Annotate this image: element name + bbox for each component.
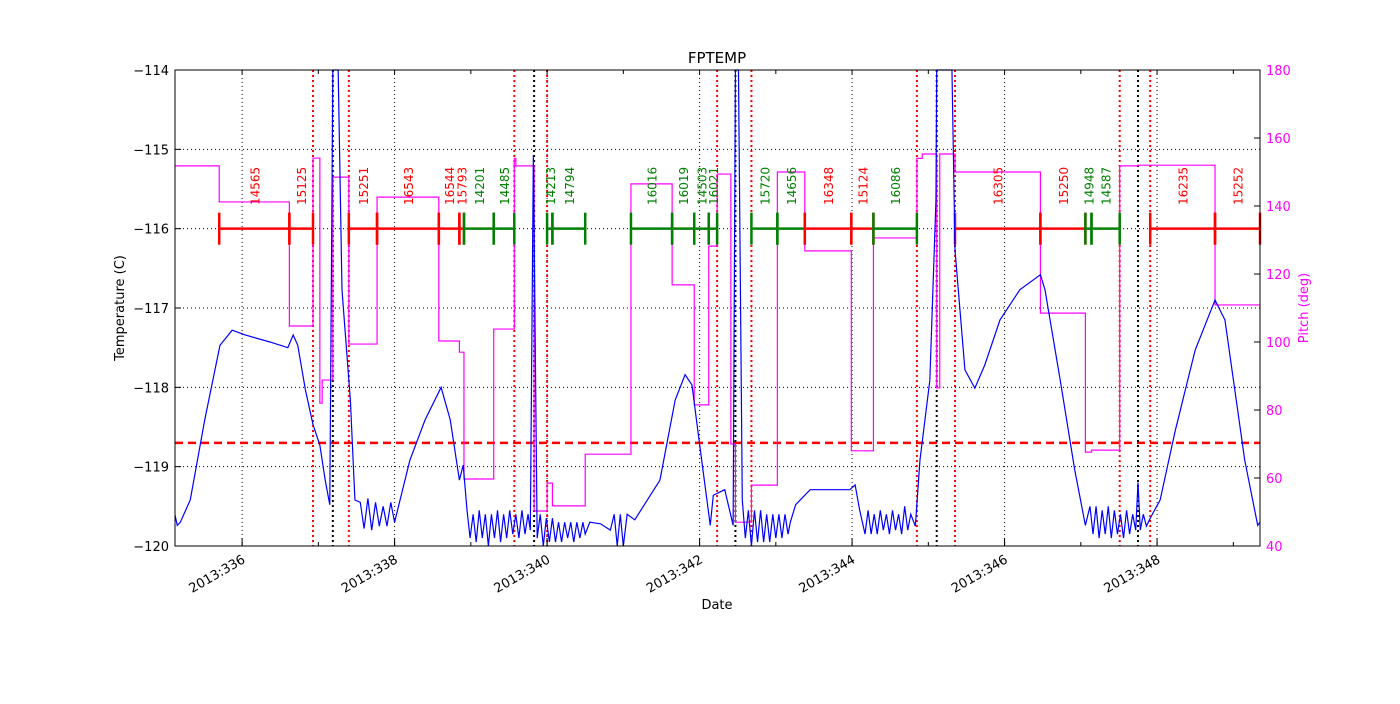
y-tick-label: −118 [133,381,169,396]
obsid-label: 14213 [544,167,558,205]
obsid-label: 15793 [456,167,470,205]
x-tick-label: 2013:346 [949,552,1010,596]
obsid-label: 15124 [856,167,870,205]
x-axis-label: Date [701,598,732,613]
obsid-label: 15720 [758,167,772,205]
obsid-label: 15250 [1057,167,1071,205]
y2-tick-label: 160 [1266,132,1291,147]
x-tick-label: 2013:336 [187,552,248,596]
obsid-label: 16019 [677,167,691,205]
y-tick-label: −117 [133,302,169,317]
pitch-series [175,153,1260,523]
y2-tick-label: 60 [1266,472,1283,487]
axes: −114 −115 −116 −117 −118 −119 −120 40 60 80 100 120… [133,64,1291,597]
obsid-label: 14587 [1100,167,1114,205]
y-tick-label: −119 [133,461,169,476]
obsid-label: 14656 [785,167,799,205]
obsid-label: 16235 [1177,167,1191,205]
y-tick-label: −120 [133,540,169,555]
y2-tick-label: 140 [1266,200,1291,215]
obsid-label: 15252 [1232,167,1246,205]
x-tick-label: 2013:338 [339,552,400,596]
y-tick-label: −114 [133,64,169,79]
temperature-series [174,69,1261,547]
obsid-label: 16543 [402,167,416,205]
y2-tick-label: 120 [1266,268,1291,283]
obsid-label: 14948 [1082,167,1096,205]
obsid-label: 14485 [498,167,512,205]
y2-tick-label: 100 [1266,336,1291,351]
obsid-label: 14794 [563,167,577,205]
y-tick-label: −115 [133,143,169,158]
y2-axis-label: Pitch (deg) [1297,273,1312,343]
y-axis-label: Temperature (C) [113,255,128,362]
obsid-label: 16348 [822,167,836,205]
obsid-label: 14201 [473,167,487,205]
x-tick-label: 2013:348 [1102,552,1163,596]
y2-tick-label: 40 [1266,540,1283,555]
obsid-label: 16021 [707,167,721,205]
obsid-label: 16086 [889,167,903,205]
chart-title: FPTEMP [688,49,746,67]
y-tick-label: −116 [133,223,169,238]
obsid-label: 14503 [695,167,709,205]
obsid-label: 15125 [295,167,309,205]
obsid-label: 16544 [443,167,457,205]
obsid-label: 16016 [646,167,660,205]
x-tick-label: 2013:340 [492,552,553,596]
obsid-label: 16305 [992,167,1006,205]
obsid-label: 15251 [357,167,371,205]
y2-tick-label: 80 [1266,404,1283,419]
y2-tick-label: 180 [1266,64,1291,79]
x-tick-label: 2013:342 [644,552,705,596]
obsid-label: 14565 [248,167,262,205]
x-tick-label: 2013:344 [797,552,858,596]
